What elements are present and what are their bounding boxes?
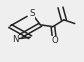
Text: O: O [51,36,58,45]
Text: S: S [29,9,35,18]
Text: N: N [12,35,18,44]
